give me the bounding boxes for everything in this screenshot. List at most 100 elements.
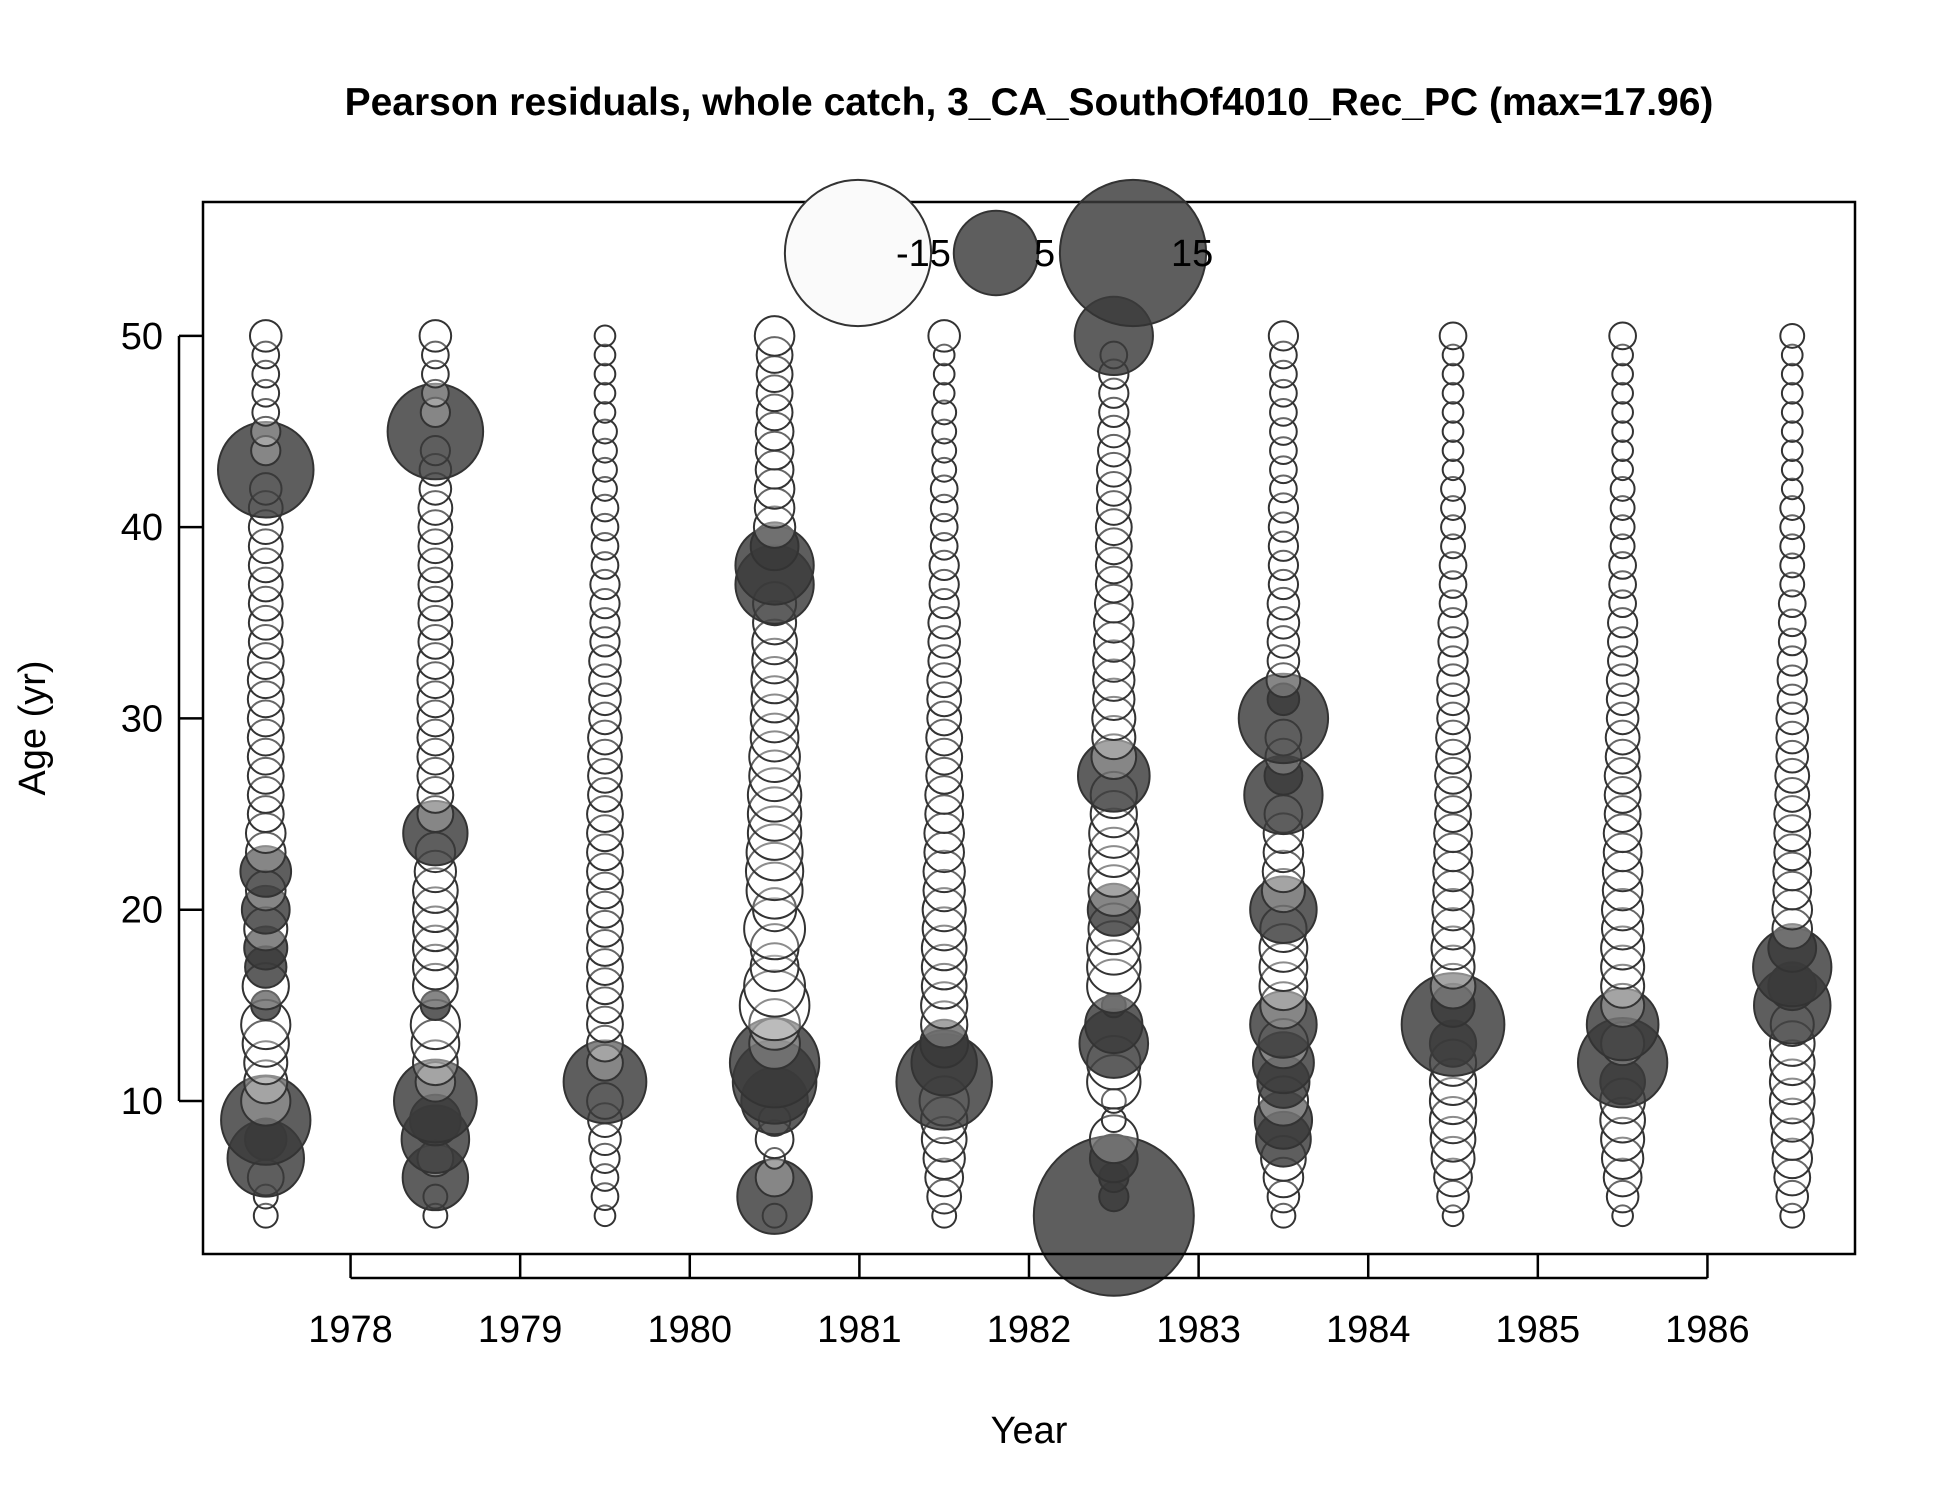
residual-bubble	[417, 547, 454, 584]
residual-bubble	[416, 737, 455, 776]
residual-bubble	[1603, 795, 1642, 833]
residual-bubble	[593, 401, 617, 424]
residual-bubble	[1441, 343, 1465, 367]
residual-bubble	[1775, 1179, 1810, 1214]
residual-bubble	[1088, 1133, 1139, 1184]
y-tick-label: 50	[121, 316, 163, 358]
legend-label: 5	[1034, 233, 1055, 275]
residual-bubble	[592, 475, 618, 502]
residual-bubble	[1779, 495, 1806, 521]
residual-bubble	[1768, 1058, 1816, 1106]
residual-bubble	[247, 604, 284, 641]
residual-bubble	[1779, 552, 1806, 579]
x-axis-title: Year	[991, 1410, 1068, 1452]
residual-bubble	[932, 362, 956, 386]
residual-bubble	[1775, 720, 1810, 755]
residual-bubble	[1611, 343, 1634, 367]
y-axis-title: Age (yr)	[12, 660, 54, 795]
residual-bubble	[248, 319, 283, 353]
residual-bubble	[1771, 1137, 1814, 1180]
residual-bubble	[1435, 719, 1471, 756]
residual-bubble	[1779, 1202, 1806, 1229]
residual-bubble	[589, 1142, 621, 1174]
residual-bubble	[738, 969, 811, 1042]
residual-bubble	[592, 456, 618, 483]
residual-bubble	[1438, 551, 1468, 580]
residual-bubble	[243, 1059, 289, 1105]
residual-bubble	[1430, 1135, 1476, 1181]
residual-bubble	[1605, 682, 1640, 717]
residual-bubble	[247, 566, 284, 603]
residual-bubble	[1608, 321, 1637, 351]
residual-bubble	[1774, 777, 1811, 813]
residual-bubble	[588, 682, 622, 717]
residual-bubble	[246, 699, 285, 738]
y-tick-label: 20	[121, 890, 163, 932]
residual-bubble	[412, 905, 459, 953]
residual-bubble	[1780, 458, 1804, 482]
residual-bubble	[1441, 458, 1465, 482]
residual-bubble	[412, 943, 459, 991]
residual-bubble	[414, 1061, 457, 1103]
residual-bubble	[417, 604, 454, 641]
residual-bubble	[586, 871, 624, 910]
residual-bubble	[749, 521, 800, 572]
residual-bubble	[246, 795, 285, 833]
residual-bubble	[587, 719, 623, 756]
residual-bubble	[1780, 401, 1804, 424]
residual-bubble	[921, 906, 967, 952]
residual-bubble	[587, 777, 623, 813]
residual-bubble	[1780, 439, 1804, 462]
residual-bubble	[920, 924, 968, 972]
residual-bubble	[246, 718, 285, 757]
residual-bubble	[1088, 1114, 1139, 1165]
residual-bubble	[1434, 795, 1472, 833]
residual-bubble	[1441, 401, 1465, 424]
residual-bubble	[1769, 1097, 1815, 1143]
residual-bubble	[593, 324, 617, 348]
residual-bubble	[1095, 471, 1132, 507]
legend-bubble	[1058, 178, 1208, 328]
residual-bubble	[1429, 1115, 1477, 1163]
residual-bubble	[746, 786, 803, 842]
residual-bubble	[1780, 477, 1804, 501]
residual-bubble	[418, 319, 453, 353]
residual-bubble	[586, 795, 624, 833]
residual-bubble	[1779, 322, 1806, 349]
residual-bubble	[1600, 1136, 1645, 1181]
x-tick-label: 1979	[478, 1309, 563, 1351]
residual-bubble	[1780, 362, 1804, 386]
residual-bubble	[925, 718, 964, 757]
residual-bubble	[1441, 439, 1465, 462]
residual-bubble	[1430, 944, 1476, 990]
residual-bubble	[1611, 458, 1634, 482]
residual-bubble	[1095, 451, 1132, 488]
residual-bubble	[416, 642, 455, 680]
residual-bubble	[1094, 546, 1133, 585]
residual-bubble	[1091, 695, 1137, 741]
residual-bubble	[1773, 833, 1812, 872]
residual-bubble	[1608, 551, 1637, 580]
residual-bubble	[1611, 420, 1634, 443]
residual-bubble	[1779, 514, 1806, 541]
residual-bubble	[748, 1017, 801, 1070]
residual-bubble	[1092, 658, 1136, 702]
residual-bubble	[749, 693, 800, 744]
residual-bubble	[1433, 1157, 1473, 1198]
residual-bubble	[1600, 982, 1646, 1028]
residual-bubble	[753, 315, 796, 357]
residual-bubble	[412, 886, 459, 934]
residual-bubble	[927, 625, 961, 659]
residual-bubble	[1774, 757, 1811, 794]
residual-bubble	[417, 624, 454, 660]
residual-bubble	[926, 681, 963, 718]
residual-bubble	[586, 929, 624, 967]
legend-label: -15	[896, 233, 951, 275]
residual-bubble	[586, 986, 624, 1025]
residual-bubble	[1266, 606, 1301, 640]
residual-bubble	[586, 890, 624, 929]
residual-bubble	[593, 343, 617, 367]
residual-bubble	[1441, 381, 1465, 405]
residual-bubble	[1094, 508, 1133, 547]
residual-bubble	[247, 624, 284, 660]
